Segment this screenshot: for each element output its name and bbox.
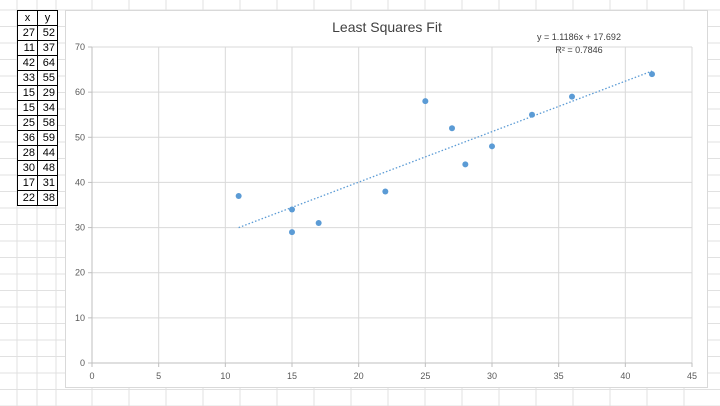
chart-axes: 0 5 10 15 20 25 30 35 40 45 0 10 20 30 40 50 60 70	[75, 42, 697, 381]
y-tick-label: 60	[75, 87, 85, 97]
data-point[interactable]	[489, 143, 495, 150]
trendline	[238, 70, 653, 229]
table-row: 25 58	[17, 115, 58, 131]
table-row: 36 59	[17, 130, 58, 146]
cell-y[interactable]: 37	[37, 40, 58, 56]
cell-x[interactable]: 15	[17, 85, 38, 101]
data-point[interactable]	[382, 188, 389, 195]
cell-x[interactable]: 22	[17, 190, 38, 206]
data-point[interactable]	[289, 229, 295, 236]
cell-x[interactable]: 42	[17, 55, 38, 71]
x-tick-label: 25	[420, 371, 430, 381]
table-row: 22 38	[17, 190, 58, 206]
table-row: 30 48	[17, 160, 58, 176]
trendline-equation: y = 1.1186x + 17.692	[537, 32, 621, 42]
data-point[interactable]	[235, 192, 242, 199]
table-row: 28 44	[17, 145, 58, 161]
data-point[interactable]	[462, 161, 469, 168]
cell-y[interactable]: y	[37, 10, 58, 26]
data-table: x y 27 52 11 37 42 64 33 55 15 29 15 34 25 58 36 59 28 44 30…	[17, 10, 58, 206]
cell-x[interactable]: 27	[17, 25, 38, 41]
cell-x[interactable]: 25	[17, 115, 38, 131]
data-point[interactable]	[289, 206, 295, 213]
cell-x[interactable]: 33	[17, 70, 38, 86]
table-row: 15 29	[17, 85, 58, 101]
cell-y[interactable]: 59	[37, 130, 58, 146]
cell-x[interactable]: 17	[17, 175, 38, 191]
table-row: 42 64	[17, 55, 58, 71]
x-tick-label: 35	[554, 371, 564, 381]
cell-x[interactable]: 15	[17, 100, 38, 116]
chart-area[interactable]: 0 5 10 15 20 25 30 35 40 45 0 10 20 30 40 50 60 70 Least …	[65, 10, 708, 388]
trendline-r-squared: R² = 0.7846	[555, 45, 602, 55]
data-point[interactable]	[449, 125, 455, 132]
y-tick-label: 0	[80, 358, 85, 368]
cell-x[interactable]: 28	[17, 145, 38, 161]
data-point[interactable]	[422, 98, 429, 105]
cell-y[interactable]: 64	[37, 55, 58, 71]
cell-x[interactable]: x	[17, 10, 38, 26]
x-tick-label: 0	[89, 371, 94, 381]
x-tick-label: 45	[687, 371, 697, 381]
data-point[interactable]	[529, 111, 535, 118]
y-tick-label: 50	[75, 132, 85, 142]
table-row: 11 37	[17, 40, 58, 56]
x-tick-label: 5	[156, 371, 161, 381]
chart-grid	[92, 46, 693, 363]
table-row: 15 34	[17, 100, 58, 116]
x-tick-label: 10	[220, 371, 230, 381]
data-point[interactable]	[649, 71, 655, 78]
y-tick-label: 10	[75, 313, 85, 323]
y-tick-label: 40	[75, 177, 85, 187]
cell-y[interactable]: 48	[37, 160, 58, 176]
cell-x[interactable]: 36	[17, 130, 38, 146]
data-point[interactable]	[569, 93, 575, 100]
chart-plot: 0 5 10 15 20 25 30 35 40 45 0 10 20 30 40 50 60 70 Least …	[75, 19, 697, 381]
x-tick-label: 40	[620, 371, 630, 381]
cell-y[interactable]: 38	[37, 190, 58, 206]
data-point[interactable]	[315, 220, 322, 227]
x-tick-label: 15	[287, 371, 297, 381]
table-row: 27 52	[17, 25, 58, 41]
cell-x[interactable]: 30	[17, 160, 38, 176]
x-tick-label: 30	[487, 371, 497, 381]
cell-y[interactable]: 34	[37, 100, 58, 116]
data-points	[235, 71, 655, 236]
y-tick-label: 30	[75, 223, 85, 233]
x-tick-label: 20	[354, 371, 364, 381]
cell-y[interactable]: 58	[37, 115, 58, 131]
cell-y[interactable]: 31	[37, 175, 58, 191]
table-row: 17 31	[17, 175, 58, 191]
y-tick-label: 70	[75, 42, 85, 52]
cell-x[interactable]: 11	[17, 40, 38, 56]
cell-y[interactable]: 52	[37, 25, 58, 41]
cell-y[interactable]: 44	[37, 145, 58, 161]
cell-y[interactable]: 55	[37, 70, 58, 86]
table-row: 33 55	[17, 70, 58, 86]
cell-y[interactable]: 29	[37, 85, 58, 101]
y-tick-label: 20	[75, 268, 85, 278]
chart-title: Least Squares Fit	[332, 19, 442, 35]
trendline-layer	[238, 70, 653, 229]
